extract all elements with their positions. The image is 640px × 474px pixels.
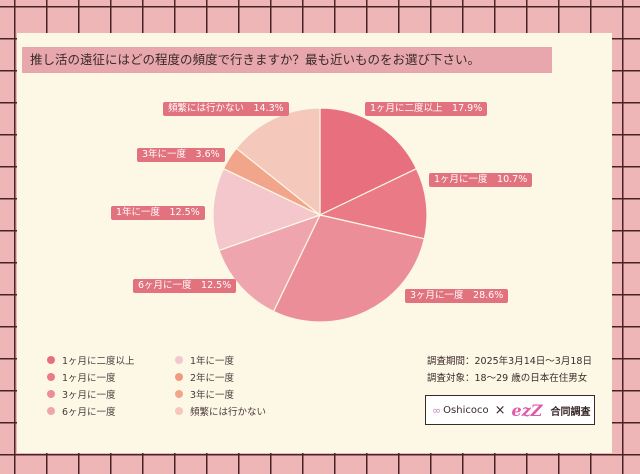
pie-chart <box>212 107 428 323</box>
pie-slice-1 <box>319 107 418 216</box>
legend-swatch <box>47 390 55 398</box>
pie-slice-3 <box>272 214 426 323</box>
slice-label-7: 頻繁には行かない 14.3% <box>163 102 289 116</box>
oshicoco-text: Oshicoco <box>443 404 489 416</box>
legend-item-3: 1ヶ月に一度 <box>47 370 116 384</box>
slice-label-6: 3年に一度 3.6% <box>137 148 225 162</box>
legend-label: 3年に一度 <box>190 390 235 401</box>
slice-label-2: 1ヶ月に一度 10.7% <box>429 173 533 187</box>
legend-item-7: 6ヶ月に一度 <box>47 404 116 418</box>
survey-info: 調査期間：2025年3月14日～3月18日 調査対象：18～29 歳の日本在住男… <box>427 353 592 387</box>
survey-target: 調査対象：18～29 歳の日本在住男女 <box>427 373 588 384</box>
chart-card: 推し活の遠征にはどの程度の頻度で行きますか？最も近いものをお選び下さい。 1ヶ月… <box>17 33 612 453</box>
legend-swatch <box>47 407 55 415</box>
slice-label-1: 1ヶ月に二度以上 17.9% <box>365 102 488 116</box>
cross-mark: × <box>494 402 506 418</box>
legend-item-6: 3年に一度 <box>175 387 234 401</box>
survey-period: 調査期間：2025年3月14日～3月18日 <box>427 356 592 367</box>
oshicoco-logo: ∞ Oshicoco <box>432 404 489 417</box>
legend-item-5: 3ヶ月に一度 <box>47 387 116 401</box>
legend-label: 3ヶ月に一度 <box>62 390 116 401</box>
legend-label: 1年に一度 <box>190 356 235 367</box>
slice-label-3: 3ヶ月に一度 28.6% <box>405 289 509 303</box>
pie-slice-2 <box>318 167 428 240</box>
slice-label-4: 6ヶ月に一度 12.5% <box>133 279 237 293</box>
legend-item-1: 1ヶ月に二度以上 <box>47 353 135 367</box>
legend-swatch <box>47 356 55 364</box>
legend-label: 6ヶ月に一度 <box>62 407 116 418</box>
legend-item-8: 頻繁には行かない <box>175 404 266 418</box>
legend-label: 2年に一度 <box>190 373 235 384</box>
legend-label: 1ヶ月に一度 <box>62 373 116 384</box>
pie-slice-5 <box>212 167 322 252</box>
legend-swatch <box>175 390 183 398</box>
legend-label: 頻繁には行かない <box>190 407 267 418</box>
pie-slice-7 <box>235 107 321 217</box>
infinity-icon: ∞ <box>432 403 442 417</box>
chart-title: 推し活の遠征にはどの程度の頻度で行きますか？最も近いものをお選び下さい。 <box>22 47 552 73</box>
legend-label: 1ヶ月に二度以上 <box>62 356 135 367</box>
legend-item-4: 2年に一度 <box>175 370 234 384</box>
ez-logo: ezZ <box>511 400 543 420</box>
legend-swatch <box>175 407 183 415</box>
legend-swatch <box>47 373 55 381</box>
legend-swatch <box>175 356 183 364</box>
legend-swatch <box>175 373 183 381</box>
legend-item-2: 1年に一度 <box>175 353 234 367</box>
slice-label-5: 1年に一度 12.5% <box>111 206 205 220</box>
joint-survey-label: 合同調査 <box>550 406 591 418</box>
pie-slice-4 <box>218 213 322 313</box>
logo-box: ∞ Oshicoco × ezZ 合同調査 <box>425 395 595 425</box>
